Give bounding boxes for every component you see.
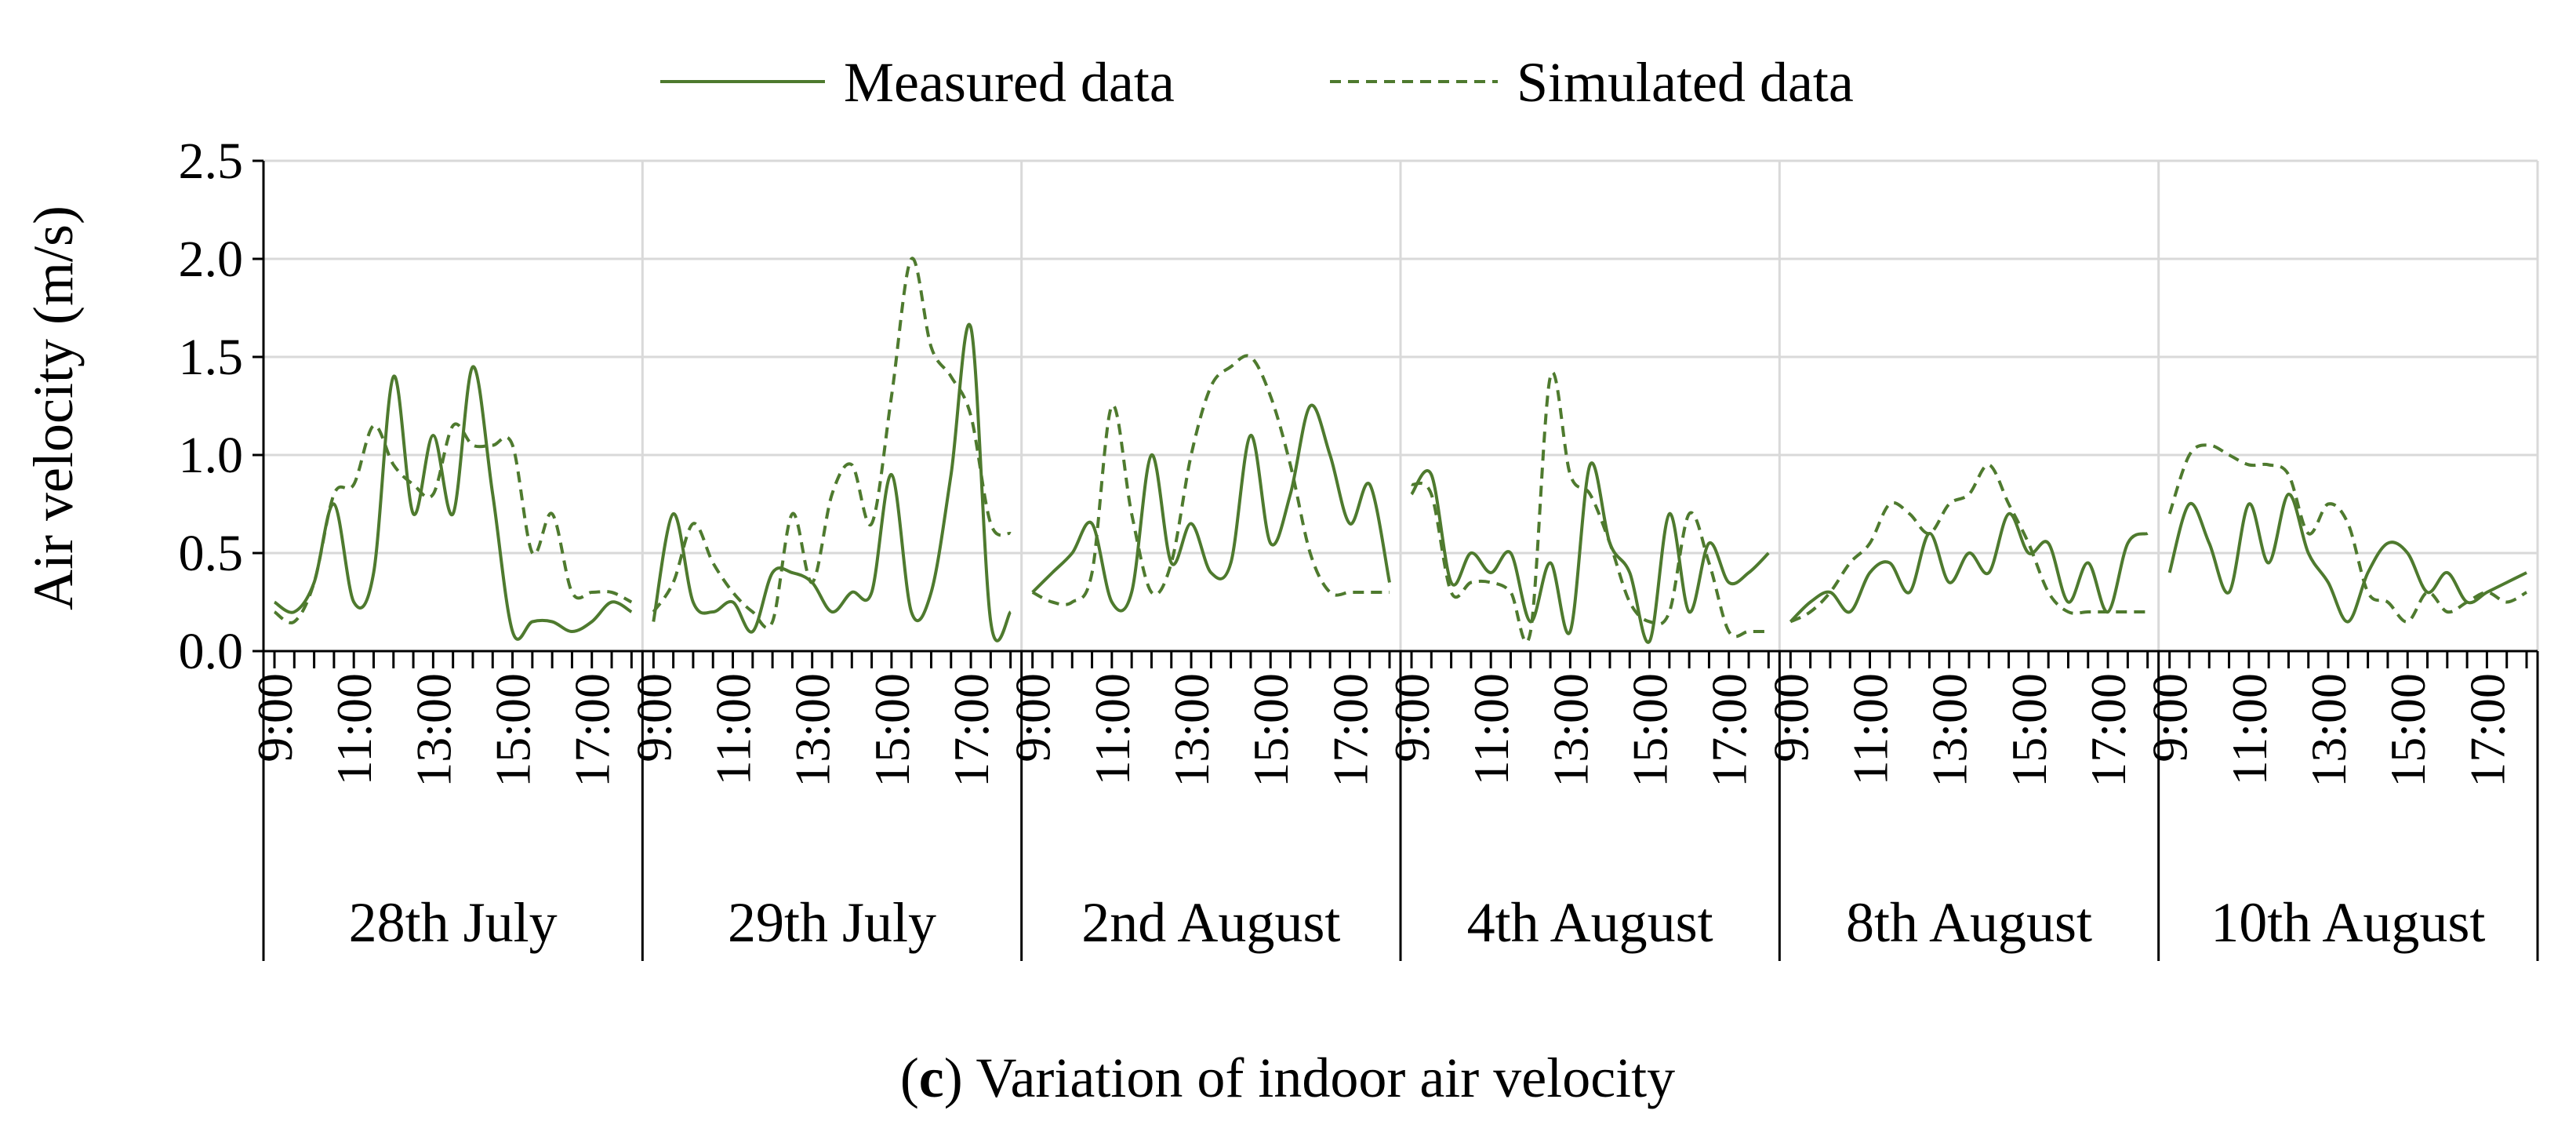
series-lines [273, 257, 2527, 644]
day-label: 28th July [349, 891, 558, 954]
simulated-data-line [273, 422, 633, 624]
time-tick-label: 15:00 [2001, 673, 2057, 788]
legend-measured-label: Measured data [844, 51, 1175, 114]
y-tick-label: 2.0 [179, 231, 244, 288]
y-tick-label: 1.0 [179, 427, 244, 484]
time-tick-label: 17:00 [1702, 673, 1757, 788]
measured-data-line [652, 322, 1012, 642]
day-label: 29th July [728, 891, 936, 954]
time-tick-label: 15:00 [1243, 673, 1299, 788]
measured-data-line [1789, 512, 2149, 623]
simulated-data-line [1411, 371, 1769, 644]
y-tick-label: 0.5 [179, 525, 244, 582]
time-tick-label: 9:00 [247, 673, 303, 763]
measured-data-line [273, 365, 633, 641]
simulated-data-line [1789, 463, 2148, 624]
time-tick-label: 13:00 [405, 673, 461, 788]
caption-letter: c [919, 1046, 944, 1109]
time-tick-label: 11:00 [706, 673, 761, 785]
time-tick-label: 17:00 [943, 673, 999, 788]
time-tick-label: 17:00 [2080, 673, 2136, 788]
time-tick-label: 13:00 [2301, 673, 2356, 788]
day-label: 10th August [2211, 891, 2485, 954]
day-label: 2nd August [1081, 891, 1340, 954]
day-label: 4th August [1467, 891, 1713, 954]
time-tick-label: 13:00 [1164, 673, 1219, 788]
y-tick-label: 0.0 [179, 623, 244, 680]
y-axis-title: Air velocity (m/s) [22, 206, 85, 610]
time-tick-label: 9:00 [626, 673, 681, 763]
time-tick-label: 13:00 [785, 673, 841, 788]
time-tick-label: 11:00 [1463, 673, 1519, 785]
time-tick-label: 9:00 [1005, 673, 1061, 763]
y-tick-label: 2.5 [179, 133, 244, 190]
caption-text: ) Variation of indoor air velocity [944, 1046, 1675, 1109]
time-tick-label: 9:00 [1384, 673, 1440, 763]
axes: 0.0 0.5 1.0 1.5 2.0 2.5 9:00 11:00 13:00 15:00 17:… [179, 133, 2539, 961]
day-label: 8th August [1846, 891, 2092, 954]
gridlines [263, 159, 2539, 651]
time-tick-label: 17:00 [1322, 673, 1378, 788]
time-tick-label: 17:00 [2459, 673, 2515, 788]
simulated-data-line [652, 257, 1012, 630]
time-tick-label: 11:00 [1085, 673, 1140, 785]
caption-prefix: ( [900, 1046, 919, 1109]
time-tick-label: 15:00 [1622, 673, 1678, 788]
simulated-data-line [2167, 443, 2527, 624]
legend-simulated-label: Simulated data [1517, 51, 1854, 114]
legend: Measured data Simulated data [660, 51, 1854, 114]
y-tick-label: 1.5 [179, 329, 244, 386]
measured-data-line [2167, 492, 2527, 624]
time-tick-label: 17:00 [565, 673, 620, 788]
measured-data-line [1031, 403, 1391, 613]
measured-data-line [1410, 461, 1770, 644]
time-tick-label: 15:00 [485, 673, 541, 788]
time-tick-label: 13:00 [1922, 673, 1978, 788]
time-tick-label: 11:00 [326, 673, 382, 785]
time-tick-label: 9:00 [1763, 673, 1818, 763]
time-tick-label: 15:00 [864, 673, 920, 788]
time-tick-label: 11:00 [1843, 673, 1898, 785]
time-tick-label: 11:00 [2222, 673, 2277, 785]
figure-caption: (c) Variation of indoor air velocity [900, 1046, 1675, 1109]
time-tick-label: 13:00 [1542, 673, 1598, 788]
time-tick-label: 9:00 [2142, 673, 2198, 763]
time-tick-label: 15:00 [2380, 673, 2436, 788]
